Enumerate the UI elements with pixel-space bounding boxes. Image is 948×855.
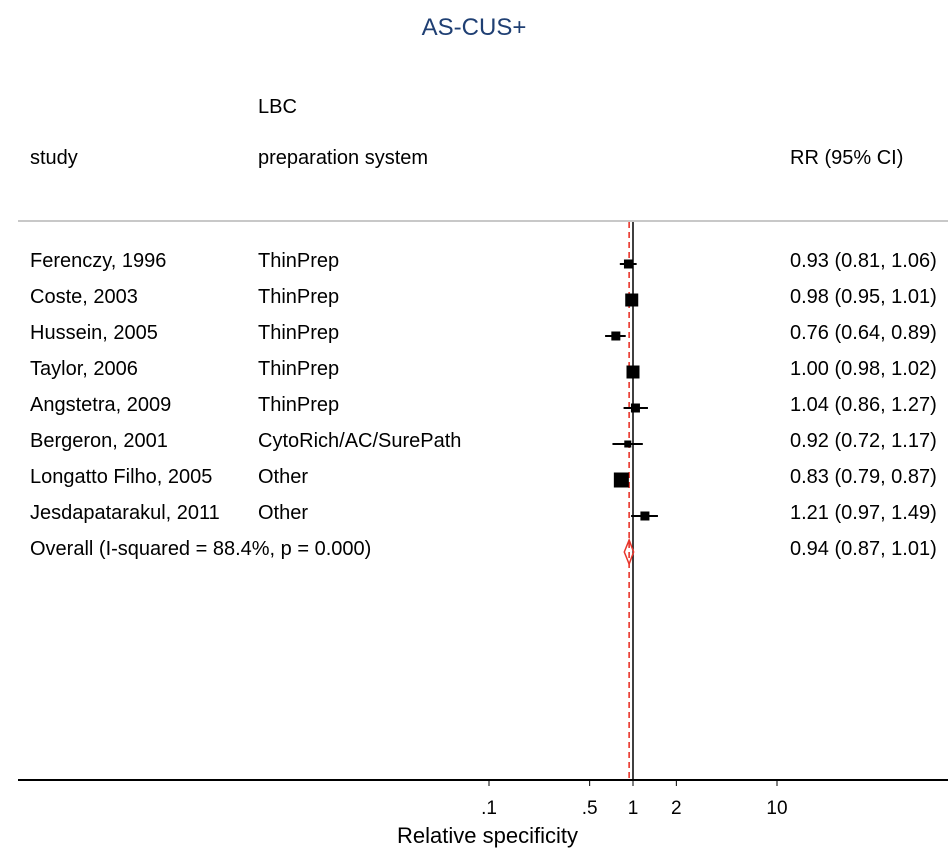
study-name: Jesdapatarakul, 2011 bbox=[30, 502, 220, 524]
overall-diamond bbox=[623, 537, 635, 567]
header-divider bbox=[18, 220, 948, 222]
study-effect-label: 1.04 (0.86, 1.27) bbox=[790, 394, 937, 416]
x-axis-label: Relative specificity bbox=[397, 823, 578, 848]
study-name: Ferenczy, 1996 bbox=[30, 250, 167, 272]
effect-marker bbox=[613, 472, 629, 488]
study-name: Coste, 2003 bbox=[30, 286, 138, 308]
method-header-line1: LBC bbox=[258, 96, 297, 118]
effect-marker bbox=[623, 259, 633, 269]
method-header-line2: preparation system bbox=[258, 147, 429, 169]
study-effect-label: 0.93 (0.81, 1.06) bbox=[790, 250, 937, 272]
study-effect-label: 0.92 (0.72, 1.17) bbox=[790, 430, 937, 452]
study-method: ThinPrep bbox=[258, 286, 340, 308]
study-method: CytoRich/AC/SurePath bbox=[258, 430, 462, 452]
effect-marker bbox=[626, 365, 640, 379]
study-effect-label: 0.76 (0.64, 0.89) bbox=[790, 322, 937, 344]
effect-header: RR (95% CI) bbox=[790, 147, 904, 169]
effect-marker bbox=[625, 293, 639, 307]
study-name: Bergeron, 2001 bbox=[30, 430, 168, 452]
effect-marker bbox=[611, 331, 621, 341]
study-method: ThinPrep bbox=[258, 322, 340, 344]
study-effect-label: 0.83 (0.79, 0.87) bbox=[790, 466, 937, 488]
study-effect-label: 0.98 (0.95, 1.01) bbox=[790, 286, 937, 308]
study-effect-label: 1.00 (0.98, 1.02) bbox=[790, 358, 937, 380]
x-tick-label: .1 bbox=[481, 798, 497, 819]
study-header: study bbox=[30, 147, 78, 169]
study-name: Angstetra, 2009 bbox=[30, 394, 172, 416]
overall-row-label: Overall (I-squared = 88.4%, p = 0.000) bbox=[30, 538, 372, 560]
x-tick-label: 1 bbox=[628, 798, 639, 819]
x-tick-label: .5 bbox=[582, 798, 598, 819]
study-name: Taylor, 2006 bbox=[30, 358, 138, 380]
study-method: Other bbox=[258, 502, 309, 524]
effect-marker bbox=[624, 440, 632, 448]
x-tick-label: 10 bbox=[766, 798, 787, 819]
study-method: Other bbox=[258, 466, 309, 488]
study-name: Longatto Filho, 2005 bbox=[30, 466, 213, 488]
effect-marker bbox=[640, 511, 650, 521]
effect-marker bbox=[630, 403, 640, 413]
study-method: ThinPrep bbox=[258, 394, 340, 416]
chart-title: AS-CUS+ bbox=[421, 14, 527, 41]
study-name: Hussein, 2005 bbox=[30, 322, 158, 344]
overall-effect-label: 0.94 (0.87, 1.01) bbox=[790, 538, 937, 560]
study-method: ThinPrep bbox=[258, 250, 340, 272]
study-effect-label: 1.21 (0.97, 1.49) bbox=[790, 502, 937, 524]
study-method: ThinPrep bbox=[258, 358, 340, 380]
x-tick-label: 2 bbox=[671, 798, 682, 819]
